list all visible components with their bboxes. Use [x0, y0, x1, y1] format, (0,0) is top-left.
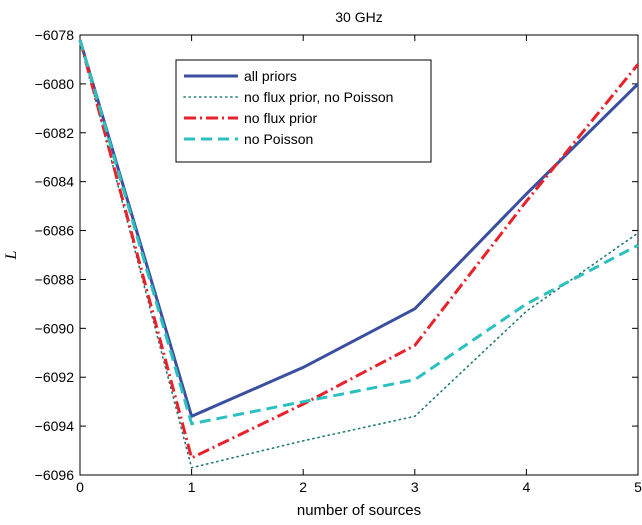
x-tick-label: 5 — [634, 479, 642, 495]
x-axis-label: number of sources — [297, 502, 421, 519]
y-tick-label: −6080 — [35, 76, 75, 92]
x-axis-ticks: 0 1 2 3 4 5 — [76, 35, 642, 495]
y-tick-label: −6088 — [35, 271, 75, 287]
y-tick-label: −6092 — [35, 369, 75, 385]
x-tick-label: 2 — [299, 479, 307, 495]
series-lines — [78, 39, 640, 469]
x-tick-label: 1 — [188, 479, 196, 495]
legend: all priors no flux prior, no Poisson no fl… — [175, 59, 432, 163]
y-tick-label: −6086 — [35, 223, 75, 239]
x-tick-label: 0 — [76, 479, 84, 495]
y-axis-label: L — [3, 250, 20, 260]
series-line-3 — [78, 39, 639, 426]
chart-title: 30 GHz — [335, 9, 382, 25]
y-tick-label: −6082 — [35, 125, 75, 141]
y-tick-label: −6090 — [35, 320, 75, 336]
legend-label-2: no flux prior — [244, 110, 317, 126]
legend-label-1: no flux prior, no Poisson — [244, 89, 393, 105]
x-tick-label: 3 — [411, 479, 419, 495]
y-tick-label: −6078 — [35, 27, 75, 43]
series-line-0 — [78, 39, 640, 419]
y-axis-ticks: −6096 −6094 −6092 −6090 −6088 −6086 −6084 −6082… — [35, 27, 638, 483]
legend-label-0: all priors — [244, 68, 297, 84]
y-tick-label: −6084 — [35, 174, 75, 190]
y-tick-label: −6094 — [35, 418, 75, 434]
legend-label-3: no Poisson — [244, 131, 313, 147]
x-tick-label: 4 — [523, 479, 531, 495]
series-line-2 — [78, 39, 640, 461]
y-tick-label: −6096 — [35, 467, 75, 483]
series-line-1 — [79, 39, 639, 469]
